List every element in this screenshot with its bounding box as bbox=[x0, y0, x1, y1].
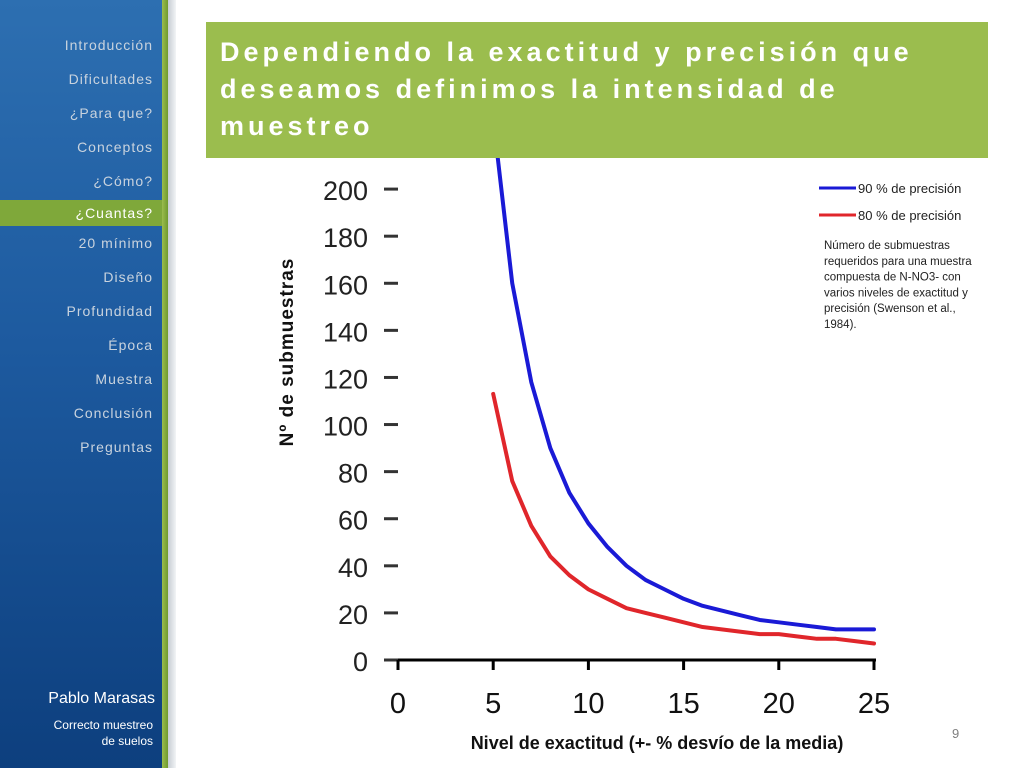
annotation-line: requeridos para una muestra bbox=[824, 256, 972, 268]
y-tick-label: 20 bbox=[338, 600, 368, 630]
sidebar-item-como[interactable]: ¿Cómo? bbox=[93, 173, 153, 189]
sidebar-item-epoca[interactable]: Época bbox=[108, 337, 153, 353]
slide-title: Dependiendo la exactitud y precisión que… bbox=[220, 37, 913, 141]
sidebar-item-diseno[interactable]: Diseño bbox=[103, 269, 153, 285]
sidebar-item-conclusion[interactable]: Conclusión bbox=[73, 405, 153, 421]
annotation-line: 1984). bbox=[824, 319, 857, 331]
y-tick-label: 180 bbox=[323, 223, 368, 253]
x-tick-label: 25 bbox=[858, 688, 890, 720]
sidebar-nav: Introducción Dificultades ¿Para que? Con… bbox=[0, 34, 162, 470]
annotation-line: varios niveles de exactitud y bbox=[824, 287, 968, 299]
x-tick-label: 0 bbox=[390, 688, 406, 720]
x-tick-label: 5 bbox=[485, 688, 501, 720]
y-tick-label: 200 bbox=[323, 176, 368, 206]
sidebar-green-stripe bbox=[162, 0, 168, 768]
presentation-subtitle: Correcto muestreo de suelos bbox=[0, 717, 153, 749]
annotation-line: compuesta de N-NO3- con bbox=[824, 272, 961, 284]
sidebar-item-introduccion[interactable]: Introducción bbox=[64, 37, 153, 53]
annotation-line: precisión (Swenson et al., bbox=[824, 303, 956, 315]
series-line-90 bbox=[491, 116, 876, 632]
subtitle-line-2: de suelos bbox=[101, 734, 153, 748]
y-tick-label: 160 bbox=[323, 270, 368, 300]
title-banner: Dependiendo la exactitud y precisión que… bbox=[206, 22, 988, 158]
x-tick-label: 15 bbox=[667, 688, 699, 720]
y-tick-label: 120 bbox=[323, 364, 368, 394]
sidebar-item-preguntas[interactable]: Preguntas bbox=[80, 439, 153, 455]
y-tick-label: 0 bbox=[353, 647, 368, 677]
annotation-line: Número de submuestras bbox=[824, 240, 950, 252]
sidebar-item-muestra[interactable]: Muestra bbox=[95, 371, 153, 387]
sidebar-item-dificultades[interactable]: Dificultades bbox=[68, 71, 153, 87]
sidebar-item-20-minimo[interactable]: 20 mínimo bbox=[78, 235, 153, 251]
y-tick-label: 140 bbox=[323, 317, 368, 347]
page-number: 9 bbox=[952, 726, 960, 741]
sidebar-item-profundidad[interactable]: Profundidad bbox=[66, 303, 153, 319]
author-name: Pablo Marasas bbox=[48, 690, 155, 707]
sidebar: Introducción Dificultades ¿Para que? Con… bbox=[0, 0, 162, 768]
sidebar-item-conceptos[interactable]: Conceptos bbox=[77, 139, 153, 155]
y-tick-label: 100 bbox=[323, 412, 368, 442]
y-tick-label: 40 bbox=[338, 553, 368, 583]
x-axis-label: Nivel de exactitud (+- % desvío de la me… bbox=[471, 733, 844, 753]
y-axis-label: Nº de submuestras bbox=[277, 258, 298, 447]
x-tick-label: 20 bbox=[763, 688, 795, 720]
sidebar-item-cuantas[interactable]: ¿Cuantas? bbox=[0, 200, 162, 226]
legend-label: 90 % de precisión bbox=[858, 181, 961, 196]
y-tick-label: 60 bbox=[338, 506, 368, 536]
sidebar-gray-stripe bbox=[168, 0, 176, 768]
sidebar-item-para-que[interactable]: ¿Para que? bbox=[69, 105, 153, 121]
x-tick-label: 10 bbox=[572, 688, 604, 720]
subtitle-line-1: Correcto muestreo bbox=[53, 718, 153, 732]
legend-label: 80 % de precisión bbox=[858, 208, 961, 223]
series-line-80 bbox=[491, 391, 876, 646]
y-tick-label: 80 bbox=[338, 459, 368, 489]
